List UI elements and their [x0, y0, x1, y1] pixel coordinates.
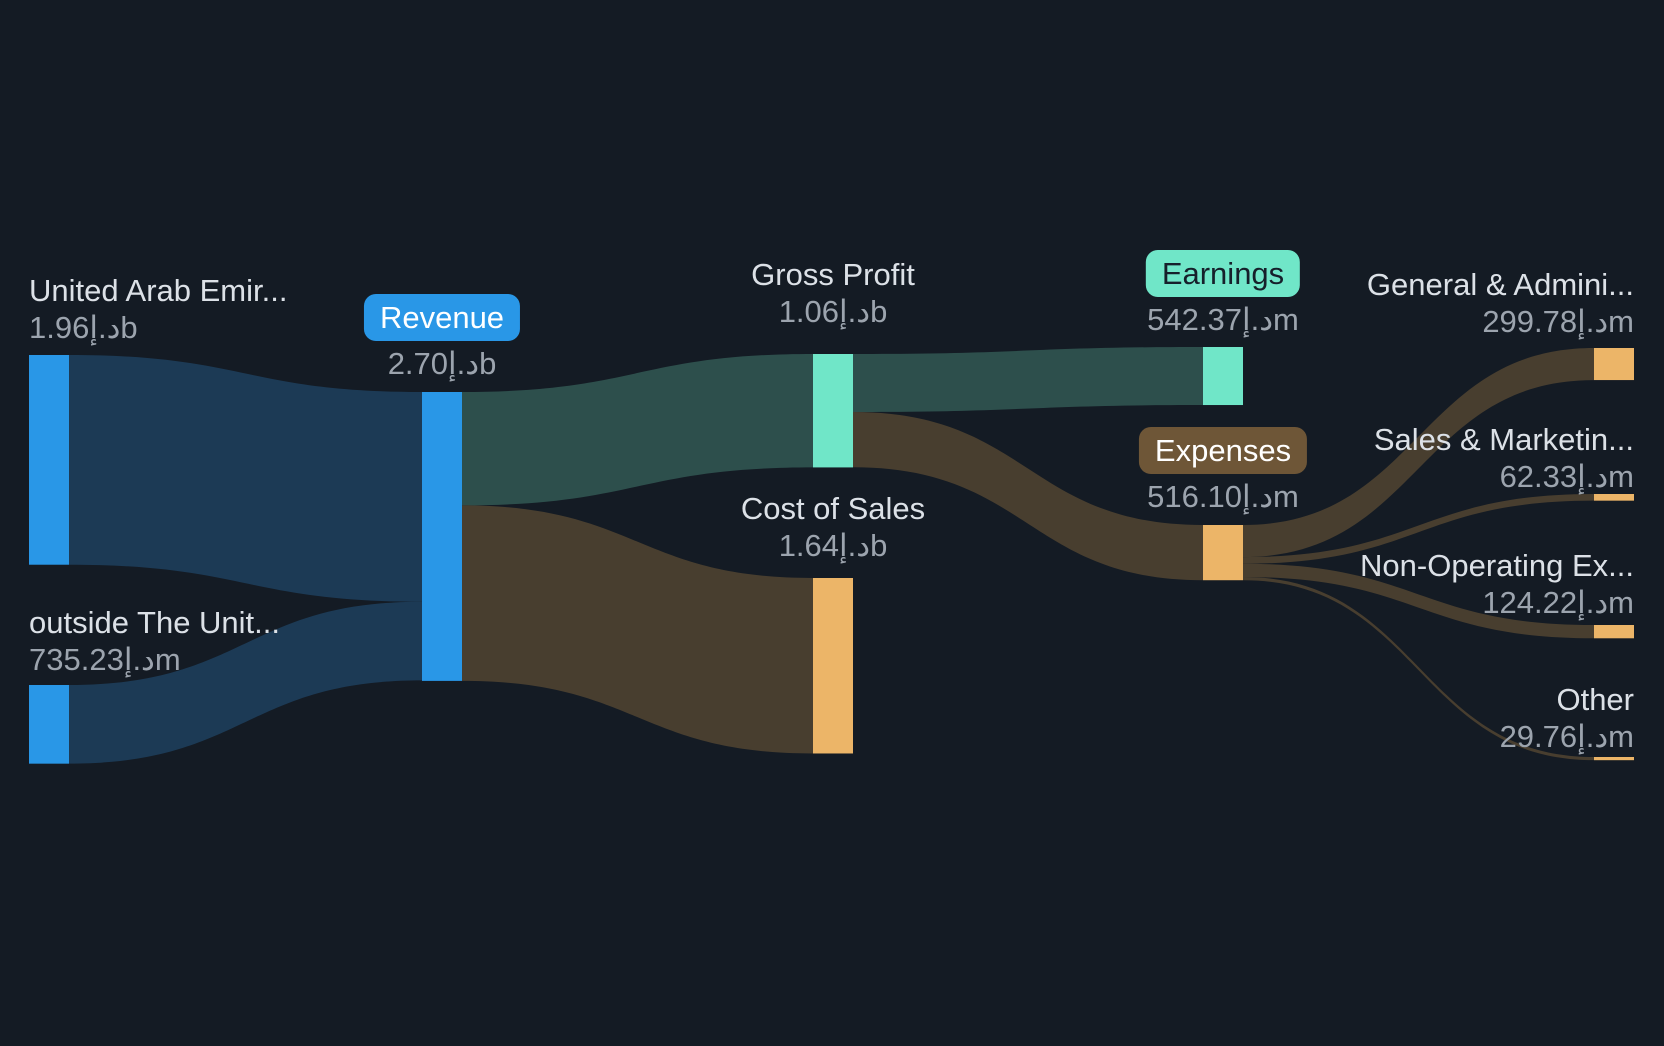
node-title: Other: [1556, 682, 1634, 717]
link-expenses-other: [1243, 577, 1594, 761]
link-gross-profit-earnings: [853, 347, 1203, 413]
node-title: United Arab Emir...: [29, 273, 288, 308]
node-value: 1.64د.إb: [778, 528, 888, 563]
node-title: Gross Profit: [751, 257, 915, 292]
node-label-revenue: Revenue 2.70د.إb: [363, 294, 521, 382]
node-sales-marketing[interactable]: [1594, 494, 1634, 501]
node-other[interactable]: [1594, 757, 1634, 761]
link-uae-revenue: [69, 355, 422, 602]
node-value: 299.78د.إm: [1482, 304, 1634, 339]
link-expenses-sales-marketing: [1243, 494, 1594, 564]
node-value: 1.06د.إb: [778, 294, 888, 329]
node-value: 62.33د.إm: [1499, 459, 1634, 494]
node-non-operating[interactable]: [1594, 625, 1634, 639]
link-revenue-cost-of-sales: [462, 505, 813, 754]
node-title: Non-Operating Ex...: [1360, 548, 1634, 583]
node-label-earnings: Earnings 542.37د.إm: [1145, 250, 1301, 338]
node-label-expenses: Expenses 516.10د.إm: [1138, 427, 1308, 515]
node-revenue[interactable]: [422, 392, 462, 681]
node-outside[interactable]: [29, 685, 69, 764]
link-outside-revenue: [69, 601, 422, 764]
node-label-other: Other 29.76د.إm: [1500, 681, 1634, 755]
node-value: 124.22د.إm: [1482, 585, 1634, 620]
node-title: Cost of Sales: [740, 491, 926, 526]
node-label-cost-of-sales: Cost of Sales 1.64د.إb: [741, 490, 925, 564]
node-general-admin[interactable]: [1594, 348, 1634, 381]
revenue-badge[interactable]: Revenue: [363, 294, 521, 341]
node-title: Sales & Marketin...: [1373, 422, 1634, 457]
node-earnings[interactable]: [1203, 347, 1243, 406]
node-value: 735.23د.إm: [29, 642, 181, 677]
link-gross-profit-expenses: [853, 412, 1203, 581]
node-title: General & Admini...: [1366, 267, 1634, 302]
node-value: 516.10د.إm: [1147, 479, 1299, 514]
node-value: 29.76د.إm: [1499, 719, 1634, 754]
node-label-non-operating: Non-Operating Ex... 124.22د.إm: [1360, 547, 1634, 621]
node-label-gross-profit: Gross Profit 1.06د.إb: [751, 256, 915, 330]
node-label-general-admin: General & Admini... 299.78د.إm: [1367, 266, 1634, 340]
node-label-sales-marketing: Sales & Marketin... 62.33د.إm: [1374, 421, 1634, 495]
link-expenses-non-operating: [1243, 563, 1594, 639]
node-value: 542.37د.إm: [1147, 302, 1299, 337]
node-cost-of-sales[interactable]: [813, 578, 853, 754]
node-value: 1.96د.إb: [29, 310, 138, 345]
node-label-uae: United Arab Emir... 1.96د.إb: [29, 272, 287, 346]
link-revenue-gross-profit: [462, 354, 813, 506]
node-label-outside: outside The Unit... 735.23د.إm: [29, 604, 280, 678]
node-gross-profit[interactable]: [813, 354, 853, 468]
node-expenses[interactable]: [1203, 525, 1243, 581]
node-value: 2.70د.إb: [387, 346, 497, 381]
node-title: outside The Unit...: [29, 605, 281, 640]
earnings-badge[interactable]: Earnings: [1145, 250, 1301, 297]
expenses-badge[interactable]: Expenses: [1138, 427, 1308, 474]
node-uae[interactable]: [29, 355, 69, 565]
link-expenses-general-admin: [1243, 348, 1594, 558]
